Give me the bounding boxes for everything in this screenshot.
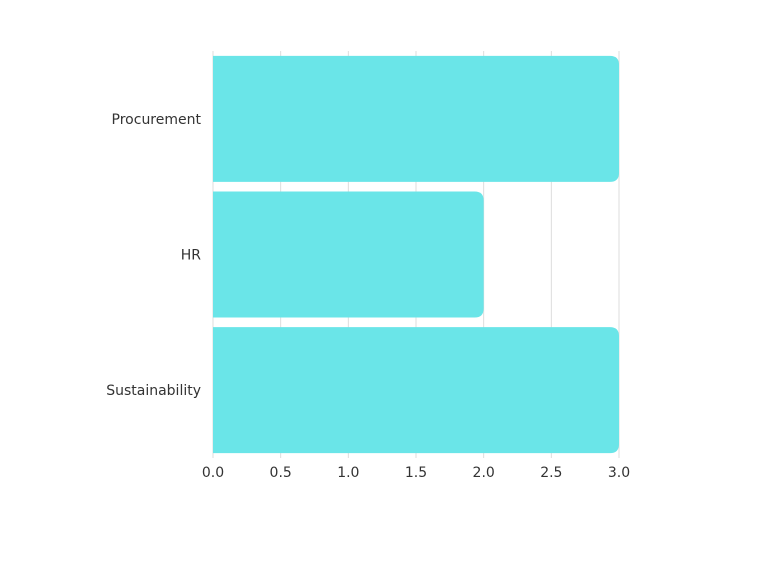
bar-sustainability <box>213 327 619 454</box>
category-label-procurement: Procurement <box>112 112 202 128</box>
category-label-sustainability: Sustainability <box>106 383 201 399</box>
bar-procurement <box>213 55 619 182</box>
x-tick-label: 2.0 <box>473 465 495 481</box>
x-tick-label: 1.5 <box>405 465 427 481</box>
x-axis-ticks: 0.0 0.5 1.0 1.5 2.0 2.5 3.0 <box>202 465 630 481</box>
category-label-hr: HR <box>181 248 202 264</box>
x-tick-label: 0.5 <box>270 465 292 481</box>
bars <box>213 55 619 454</box>
x-tick-label: 3.0 <box>608 465 630 481</box>
x-tick-label: 0.0 <box>202 465 224 481</box>
bar-hr <box>213 191 484 318</box>
x-tick-label: 2.5 <box>540 465 562 481</box>
x-tick-label: 1.0 <box>337 465 359 481</box>
y-axis-categories: Procurement HR Sustainability <box>106 112 201 399</box>
